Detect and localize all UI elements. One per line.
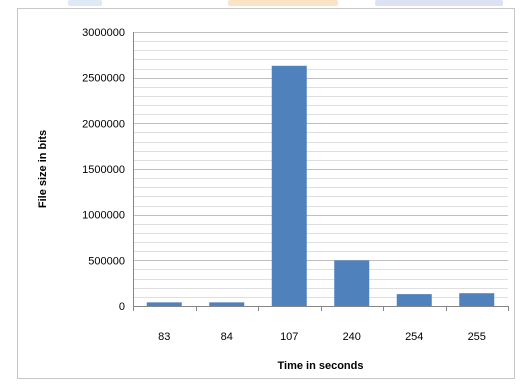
y-tick-label: 1500000 <box>82 164 125 176</box>
bar-254 <box>396 294 432 306</box>
y-tick-label: 3000000 <box>82 27 125 39</box>
y-tick-label: 500000 <box>88 255 125 267</box>
y-tick-label: 1000000 <box>82 210 125 222</box>
x-tick-label: 254 <box>405 331 423 343</box>
x-tick-label: 83 <box>158 331 170 343</box>
top-strip-left <box>68 0 102 6</box>
bar-255 <box>459 293 495 306</box>
x-axis-title: Time in seconds <box>278 360 364 372</box>
y-tick-label: 2000000 <box>82 118 125 130</box>
axes <box>133 32 509 311</box>
top-strip-right <box>375 0 503 6</box>
bar-240 <box>334 260 370 306</box>
top-strip-middle <box>228 0 338 6</box>
y-tick-label: 2500000 <box>82 73 125 85</box>
x-tick-label: 84 <box>221 331 233 343</box>
y-tick-label: 0 <box>119 301 125 313</box>
bar-107 <box>271 65 307 306</box>
x-tick-label: 107 <box>280 331 298 343</box>
y-tick-labels: 0 500000 1000000 1500000 2000000 2500000 30000… <box>82 27 125 313</box>
chart-area: 0 500000 1000000 1500000 2000000 2500000 30000… <box>17 8 515 379</box>
y-axis-title: File size in bits <box>37 130 49 208</box>
x-tick-label: 255 <box>468 331 486 343</box>
x-tick-label: 240 <box>343 331 361 343</box>
bar-83 <box>146 302 182 306</box>
bars <box>146 65 495 306</box>
gridlines <box>133 32 508 298</box>
x-tick-labels: 83 84 107 240 254 255 <box>158 331 486 343</box>
bar-84 <box>209 302 245 306</box>
bar-chart: 0 500000 1000000 1500000 2000000 2500000 30000… <box>37 27 509 372</box>
